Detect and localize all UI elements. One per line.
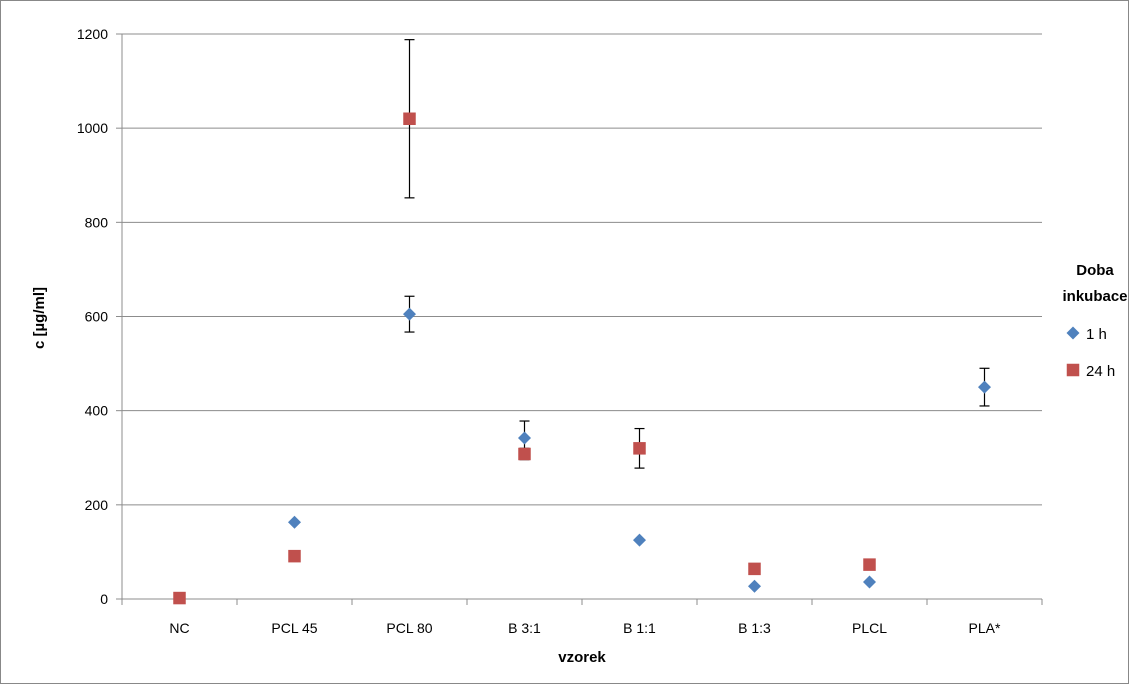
legend: Doba inkubace 1 h 24 h — [1062, 262, 1127, 380]
y-tick-label: 400 — [85, 403, 109, 419]
x-axis-title: vzorek — [558, 649, 606, 666]
legend-marker-series-1 — [1066, 326, 1080, 340]
data-point-series-1 — [288, 515, 301, 529]
data-point-series-1 — [518, 431, 531, 445]
legend-label-series-1: 1 h — [1086, 326, 1107, 343]
x-tick-label: B 1:1 — [623, 620, 656, 636]
data-point-series-2 — [633, 442, 646, 455]
data-point-series-1 — [978, 380, 991, 394]
data-points — [173, 112, 991, 605]
x-tick-label: B 3:1 — [508, 620, 541, 636]
y-tick-label: 600 — [85, 309, 109, 325]
legend-marker-series-2 — [1066, 363, 1080, 377]
y-axis-title: c [µg/ml] — [31, 287, 48, 349]
x-axis — [121, 598, 1043, 605]
y-tick-label: 0 — [100, 591, 108, 607]
data-point-series-1 — [748, 579, 761, 593]
x-tick-label: B 1:3 — [738, 620, 771, 636]
y-tick-label: 1000 — [77, 120, 108, 136]
data-point-series-1 — [863, 575, 876, 589]
y-tick-label: 1200 — [77, 26, 108, 42]
data-point-series-2 — [518, 447, 531, 461]
x-tick-labels: NC PCL 45 PCL 80 B 3:1 B 1:1 B 1:3 PLCL PLA* — [169, 620, 1001, 636]
data-point-series-1 — [633, 533, 646, 547]
legend-title-line2: inkubace — [1062, 288, 1127, 305]
x-tick-label: PCL 45 — [271, 620, 317, 636]
x-tick-label: PLCL — [852, 620, 887, 636]
legend-items: 1 h 24 h — [1066, 326, 1115, 380]
y-tick-label: 800 — [85, 214, 109, 230]
data-point-series-2 — [288, 549, 301, 563]
legend-title-line1: Doba — [1076, 262, 1114, 279]
x-tick-label: PLA* — [969, 620, 1001, 636]
x-tick-label: PCL 80 — [386, 620, 432, 636]
gridlines — [116, 33, 1042, 600]
data-point-series-2 — [403, 112, 416, 125]
y-tick-labels: 0 200 400 600 800 1000 1200 — [77, 26, 108, 607]
data-point-series-2 — [863, 558, 876, 571]
legend-label-series-2: 24 h — [1086, 363, 1115, 380]
data-point-series-1 — [403, 307, 416, 321]
data-point-series-2 — [748, 562, 761, 576]
y-tick-label: 200 — [85, 497, 109, 513]
data-point-series-2 — [173, 591, 186, 605]
x-tick-label: NC — [169, 620, 189, 636]
